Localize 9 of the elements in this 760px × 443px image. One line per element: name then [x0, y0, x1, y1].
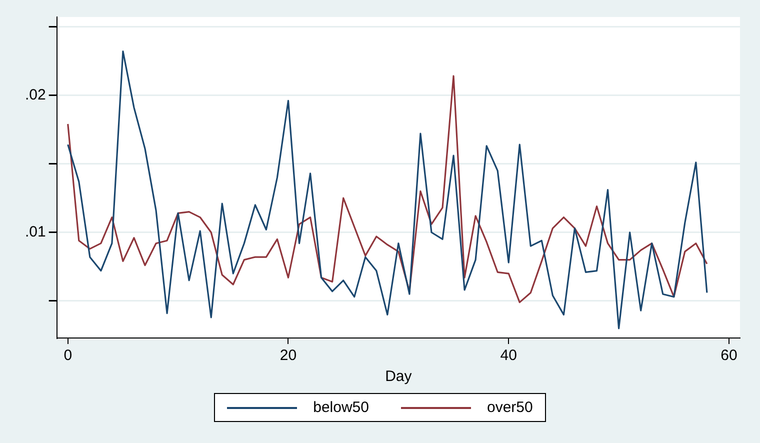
x-tick-label: 0 [64, 347, 72, 364]
x-axis-title: Day [385, 368, 412, 386]
y-tick-label: .01 [24, 224, 46, 241]
y-tick-label: .02 [24, 86, 46, 104]
x-tick-label: 40 [500, 347, 517, 364]
x-tick-label: 60 [720, 347, 738, 364]
legend-label: below50 [313, 399, 369, 416]
x-tick-label: 20 [280, 347, 297, 364]
legend-label: over50 [487, 399, 533, 416]
